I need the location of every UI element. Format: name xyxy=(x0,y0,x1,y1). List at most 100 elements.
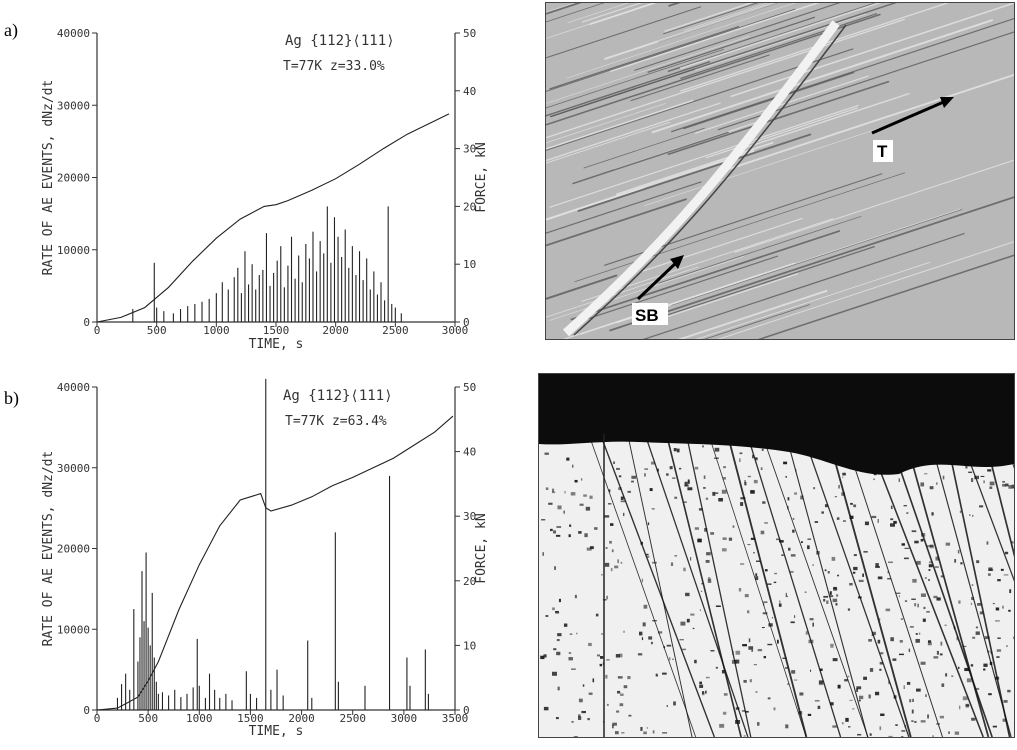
texture-speck xyxy=(830,702,834,706)
micrograph-a: T SB xyxy=(545,2,1015,340)
texture-speck xyxy=(911,709,914,714)
texture-speck xyxy=(842,476,844,478)
texture-speck xyxy=(644,473,646,477)
texture-speck xyxy=(970,478,974,483)
texture-speck xyxy=(980,475,985,477)
texture-speck xyxy=(616,467,620,470)
texture-speck xyxy=(722,537,727,540)
texture-speck xyxy=(939,653,943,656)
texture-speck xyxy=(552,671,557,676)
texture-speck xyxy=(610,523,614,526)
texture-speck xyxy=(620,496,624,500)
texture-speck xyxy=(920,538,924,542)
texture-speck xyxy=(898,478,900,482)
texture-speck xyxy=(988,569,994,571)
texture-speck xyxy=(850,502,853,505)
texture-speck xyxy=(699,609,701,611)
panel-label-a: a) xyxy=(4,20,18,40)
texture-speck xyxy=(750,490,755,494)
slip-line xyxy=(549,25,740,90)
slip-line xyxy=(651,19,994,134)
texture-speck xyxy=(975,687,980,690)
texture-speck xyxy=(877,518,879,523)
texture-speck xyxy=(763,601,768,603)
slip-line xyxy=(570,229,841,321)
x-tick-label: 3000 xyxy=(391,712,418,725)
texture-speck xyxy=(830,643,834,648)
slip-line xyxy=(679,3,881,70)
slip-line xyxy=(641,217,803,272)
texture-speck xyxy=(608,489,611,493)
texture-speck xyxy=(903,557,909,560)
texture-speck xyxy=(972,514,974,517)
texture-speck xyxy=(673,448,677,452)
texture-speck xyxy=(920,720,926,723)
texture-speck xyxy=(971,596,974,601)
texture-speck xyxy=(916,688,921,692)
texture-speck xyxy=(694,659,697,664)
slip-line xyxy=(546,36,750,104)
slip-line xyxy=(572,131,729,185)
texture-speck xyxy=(1003,574,1009,576)
texture-speck xyxy=(959,510,962,513)
texture-speck xyxy=(931,512,934,516)
texture-speck xyxy=(694,527,699,530)
chart-b: 0 500 1000 1500 2000 2500 3000 3500010000200003… xyxy=(41,378,489,739)
y2-tick-label: 40 xyxy=(463,446,476,459)
texture-speck xyxy=(979,611,984,615)
slip-line xyxy=(546,102,721,162)
texture-speck xyxy=(837,574,840,577)
texture-speck xyxy=(997,637,1001,639)
texture-speck xyxy=(956,636,958,641)
texture-speck xyxy=(817,705,821,710)
texture-speck xyxy=(745,710,749,713)
slip-line xyxy=(546,266,699,318)
texture-speck xyxy=(594,527,598,530)
texture-speck xyxy=(959,705,961,710)
texture-speck xyxy=(762,501,766,504)
texture-speck xyxy=(853,566,858,571)
texture-speck xyxy=(873,478,875,481)
annotation-conditions: T=77K z=33.0% xyxy=(283,59,385,74)
texture-speck xyxy=(1002,718,1007,722)
texture-speck xyxy=(800,541,803,544)
texture-speck xyxy=(922,618,926,622)
texture-speck xyxy=(574,594,577,599)
texture-speck xyxy=(849,515,854,519)
texture-speck xyxy=(987,469,992,472)
slip-line xyxy=(717,241,1014,339)
texture-speck xyxy=(823,598,826,602)
texture-speck xyxy=(615,654,620,658)
texture-speck xyxy=(879,726,882,731)
texture-speck xyxy=(988,693,992,696)
texture-speck xyxy=(954,559,957,563)
y-tick-label: 0 xyxy=(83,704,90,717)
texture-speck xyxy=(984,636,990,640)
texture-speck xyxy=(674,555,678,557)
arrow-sb-head xyxy=(670,255,684,269)
texture-speck xyxy=(760,467,763,470)
y2-tick-label: 10 xyxy=(463,258,476,271)
texture-speck xyxy=(557,505,562,510)
x-tick-label: 2000 xyxy=(288,712,315,725)
label-sb: SB xyxy=(635,306,659,325)
texture-speck xyxy=(778,603,782,607)
y2-axis-label: FORCE, kN xyxy=(474,513,489,583)
texture-speck xyxy=(948,731,950,734)
texture-speck xyxy=(1011,484,1014,489)
texture-speck xyxy=(929,486,934,490)
slip-line xyxy=(708,433,807,737)
texture-speck xyxy=(992,725,997,728)
texture-speck xyxy=(779,600,781,603)
slip-line xyxy=(644,117,912,207)
texture-speck xyxy=(609,540,612,544)
texture-speck xyxy=(829,595,834,598)
slip-line xyxy=(730,3,1014,98)
micrograph-b-image xyxy=(539,374,1014,737)
texture-speck xyxy=(958,600,961,604)
texture-speck xyxy=(928,569,931,571)
texture-speck xyxy=(672,658,674,660)
texture-speck xyxy=(744,480,746,483)
texture-speck xyxy=(553,530,556,534)
x-tick-label: 3000 xyxy=(442,324,469,337)
